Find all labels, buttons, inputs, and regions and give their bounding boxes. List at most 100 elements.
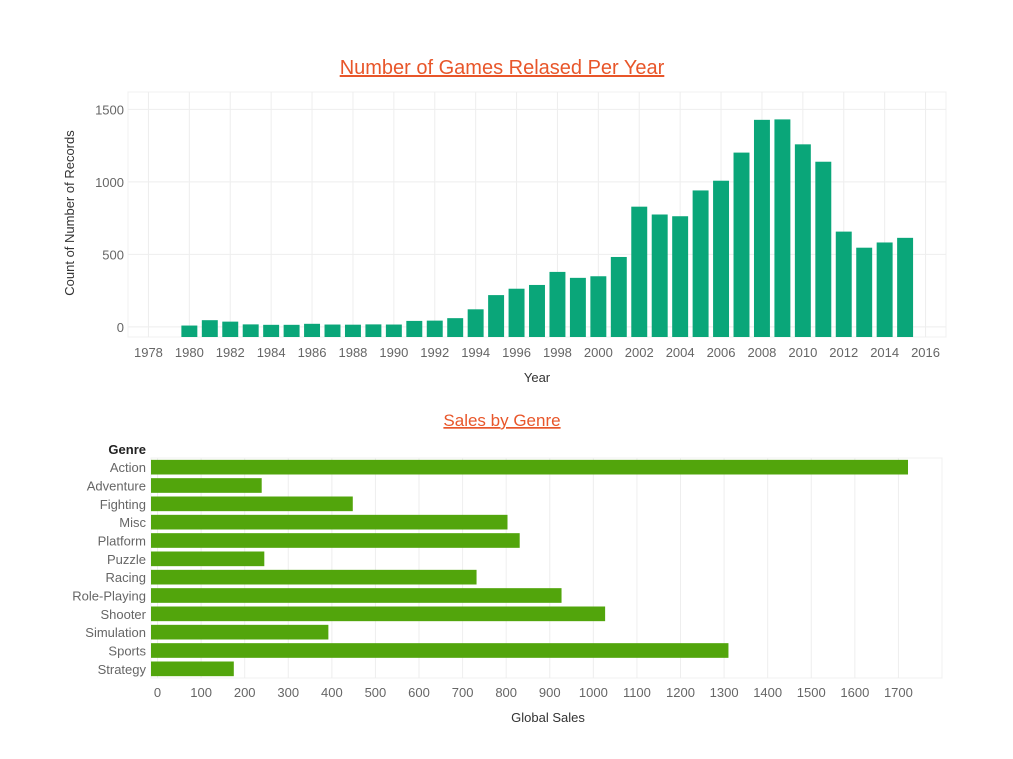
chart1-x-tick-label: 2010 xyxy=(788,345,817,360)
chart1-y-tick-label: 1500 xyxy=(95,102,124,117)
chart2-x-tick-label: 0 xyxy=(154,685,161,700)
chart2-x-tick-label: 100 xyxy=(190,685,212,700)
chart2-x-tick-label: 500 xyxy=(365,685,387,700)
chart2-x-tick-label: 1100 xyxy=(623,685,651,700)
chart2-x-tick-label: 1700 xyxy=(884,685,913,700)
genre-label: Fighting xyxy=(100,497,146,512)
year-bar-2004[interactable] xyxy=(672,216,689,337)
year-bar-1995[interactable] xyxy=(488,295,505,337)
year-bar-1987[interactable] xyxy=(324,324,341,337)
year-bar-1988[interactable] xyxy=(344,324,361,337)
chart2-plot-frame xyxy=(150,457,943,679)
year-bar-2014[interactable] xyxy=(876,242,893,337)
chart2-x-tick-label: 1400 xyxy=(753,685,782,700)
chart1-y-ticks: 0 500 1000 1500 xyxy=(95,102,124,334)
chart1-x-tick-label: 1986 xyxy=(298,345,327,360)
genre-bar-action[interactable] xyxy=(151,459,909,475)
year-bar-1996[interactable] xyxy=(508,288,525,337)
chart2-x-tick-label: 1300 xyxy=(710,685,739,700)
year-bar-2003[interactable] xyxy=(651,214,668,338)
genre-bar-sports[interactable] xyxy=(151,643,729,658)
year-bar-2015[interactable] xyxy=(897,237,914,337)
chart1-x-axis-label: Year xyxy=(524,370,551,385)
year-bar-1980[interactable] xyxy=(181,325,198,337)
chart2-x-tick-label: 1500 xyxy=(797,685,826,700)
year-bar-1984[interactable] xyxy=(263,324,280,337)
chart2-x-tick-label: 900 xyxy=(539,685,561,700)
chart2-category-labels: Action Adventure Fighting Misc Platform Puzzl… xyxy=(72,460,146,677)
year-bar-1993[interactable] xyxy=(447,318,464,337)
genre-label: Adventure xyxy=(87,479,146,494)
year-bar-2010[interactable] xyxy=(794,144,811,337)
chart1-x-tick-label: 1992 xyxy=(420,345,449,360)
games-per-year-chart: Number of Games Relased Per Year 1978 198… xyxy=(62,57,947,385)
chart1-x-tick-label: 2008 xyxy=(747,345,776,360)
genre-bar-puzzle[interactable] xyxy=(151,551,265,567)
genre-bar-adventure[interactable] xyxy=(151,478,262,493)
genre-column-header: Genre xyxy=(108,442,146,457)
chart1-x-tick-label: 2002 xyxy=(625,345,654,360)
chart1-x-tick-label: 1996 xyxy=(502,345,531,360)
year-bar-1982[interactable] xyxy=(222,321,239,337)
chart2-x-tick-label: 200 xyxy=(234,685,256,700)
chart1-x-tick-label: 2014 xyxy=(870,345,899,360)
year-bar-2000[interactable] xyxy=(590,276,607,337)
chart1-x-tick-label: 2016 xyxy=(911,345,940,360)
chart1-x-tick-label: 1980 xyxy=(175,345,204,360)
year-bar-1981[interactable] xyxy=(201,320,218,337)
chart2-x-tick-label: 400 xyxy=(321,685,343,700)
year-bar-1989[interactable] xyxy=(365,324,382,337)
chart1-x-tick-label: 2000 xyxy=(584,345,613,360)
year-bar-1994[interactable] xyxy=(467,309,484,337)
chart2-x-tick-label: 300 xyxy=(277,685,299,700)
genre-bar-misc[interactable] xyxy=(151,514,508,530)
chart2-x-tick-label: 1200 xyxy=(666,685,695,700)
genre-bar-role-playing[interactable] xyxy=(151,588,562,603)
year-bar-2005[interactable] xyxy=(692,190,709,337)
chart1-x-tick-label: 2006 xyxy=(707,345,736,360)
year-bar-1999[interactable] xyxy=(569,277,586,337)
year-bar-2002[interactable] xyxy=(631,206,648,337)
chart1-x-tick-label: 1998 xyxy=(543,345,572,360)
genre-label: Sports xyxy=(108,644,146,659)
year-bar-2001[interactable] xyxy=(610,256,627,337)
chart1-y-tick-label: 1000 xyxy=(95,175,124,190)
chart1-x-tick-label: 1982 xyxy=(216,345,245,360)
chart1-title[interactable]: Number of Games Relased Per Year xyxy=(340,57,665,79)
year-bar-1998[interactable] xyxy=(549,271,566,337)
year-bar-1983[interactable] xyxy=(242,324,259,337)
genre-label: Strategy xyxy=(98,662,147,677)
genre-bar-fighting[interactable] xyxy=(151,496,353,512)
year-bar-2008[interactable] xyxy=(753,119,770,337)
year-bar-2009[interactable] xyxy=(774,119,791,337)
year-bar-1985[interactable] xyxy=(283,324,300,337)
genre-label: Shooter xyxy=(100,607,146,622)
chart2-title[interactable]: Sales by Genre xyxy=(443,411,560,430)
chart1-x-tick-label: 1984 xyxy=(257,345,286,360)
genre-bar-shooter[interactable] xyxy=(151,606,606,622)
genre-label: Role-Playing xyxy=(72,589,146,604)
year-bar-2013[interactable] xyxy=(856,247,873,337)
chart2-x-ticks: 0 100 200 300 400 500 600 700 800 900 1000 1100 1200… xyxy=(154,685,913,700)
chart1-x-tick-label: 2004 xyxy=(666,345,695,360)
chart1-x-tick-label: 2012 xyxy=(829,345,858,360)
year-bar-1992[interactable] xyxy=(426,320,443,337)
year-bar-2007[interactable] xyxy=(733,152,750,337)
year-bar-1986[interactable] xyxy=(304,323,321,337)
genre-bar-racing[interactable] xyxy=(151,569,477,585)
genre-bar-simulation[interactable] xyxy=(151,624,329,640)
chart2-x-axis-label: Global Sales xyxy=(511,710,585,725)
chart2-x-tick-label: 1000 xyxy=(579,685,608,700)
year-bar-2012[interactable] xyxy=(835,231,852,337)
year-bar-1990[interactable] xyxy=(385,324,402,337)
chart2-x-tick-label: 800 xyxy=(495,685,517,700)
year-bar-1997[interactable] xyxy=(529,284,545,337)
genre-bar-strategy[interactable] xyxy=(151,661,234,677)
genre-bar-platform[interactable] xyxy=(151,533,520,548)
genre-label: Simulation xyxy=(85,625,146,640)
year-bar-1991[interactable] xyxy=(406,320,423,337)
chart1-x-tick-label: 1994 xyxy=(461,345,490,360)
year-bar-2006[interactable] xyxy=(713,180,730,337)
chart2-x-tick-label: 1600 xyxy=(840,685,869,700)
year-bar-2011[interactable] xyxy=(815,161,832,337)
